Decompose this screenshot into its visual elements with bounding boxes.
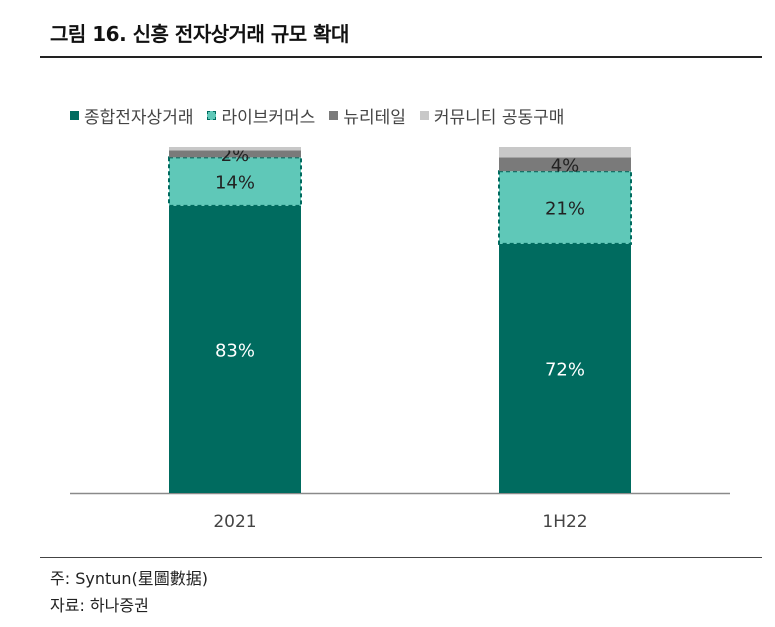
x-tick-label: 2021 — [213, 512, 256, 532]
legend-label: 뉴리테일 — [343, 108, 406, 128]
legend: 종합전자상거래 라이브커머스 뉴리테일 커뮤니티 공동구매 — [70, 103, 578, 128]
legend-swatch — [70, 111, 79, 120]
legend-label: 종합전자상거래 — [84, 108, 194, 128]
x-tick-label: 1H22 — [542, 512, 587, 532]
legend-item-live-commerce: 라이브커머스 — [207, 103, 315, 128]
legend-swatch — [207, 111, 217, 120]
data-label: 4% — [551, 155, 580, 176]
legend-item-new-retail: 뉴리테일 — [329, 103, 406, 128]
legend-swatch — [419, 111, 429, 120]
data-credit: 자료: 하나증권 — [50, 596, 149, 615]
legend-swatch — [329, 111, 339, 120]
bar-segment-1-3 — [499, 147, 631, 158]
legend-label: 커뮤니티 공동구매 — [433, 108, 565, 128]
data-label: 72% — [545, 359, 585, 380]
bar-segment-0-0 — [169, 205, 301, 493]
bar-segment-0-3 — [169, 147, 301, 151]
bar-segment-1-0 — [499, 243, 631, 493]
bar-segment-1-2 — [499, 157, 631, 172]
data-label: 21% — [545, 199, 585, 220]
top-divider — [40, 56, 762, 58]
legend-item-comprehensive: 종합전자상거래 — [70, 103, 193, 128]
bar-segment-0-2 — [169, 150, 301, 158]
bar-segment-1-1 — [498, 170, 632, 245]
bar-segment-0-1 — [168, 156, 302, 207]
chart-title: 그림 16. 신흥 전자상거래 규모 확대 — [50, 22, 349, 46]
data-label: 83% — [215, 340, 255, 361]
data-label: 14% — [215, 173, 255, 194]
bottom-divider — [40, 557, 762, 558]
legend-item-community-group-buying: 커뮤니티 공동구매 — [419, 103, 565, 128]
source-note: 주: Syntun(星圖數据) — [50, 569, 209, 588]
legend-label: 라이브커머스 — [221, 108, 316, 128]
